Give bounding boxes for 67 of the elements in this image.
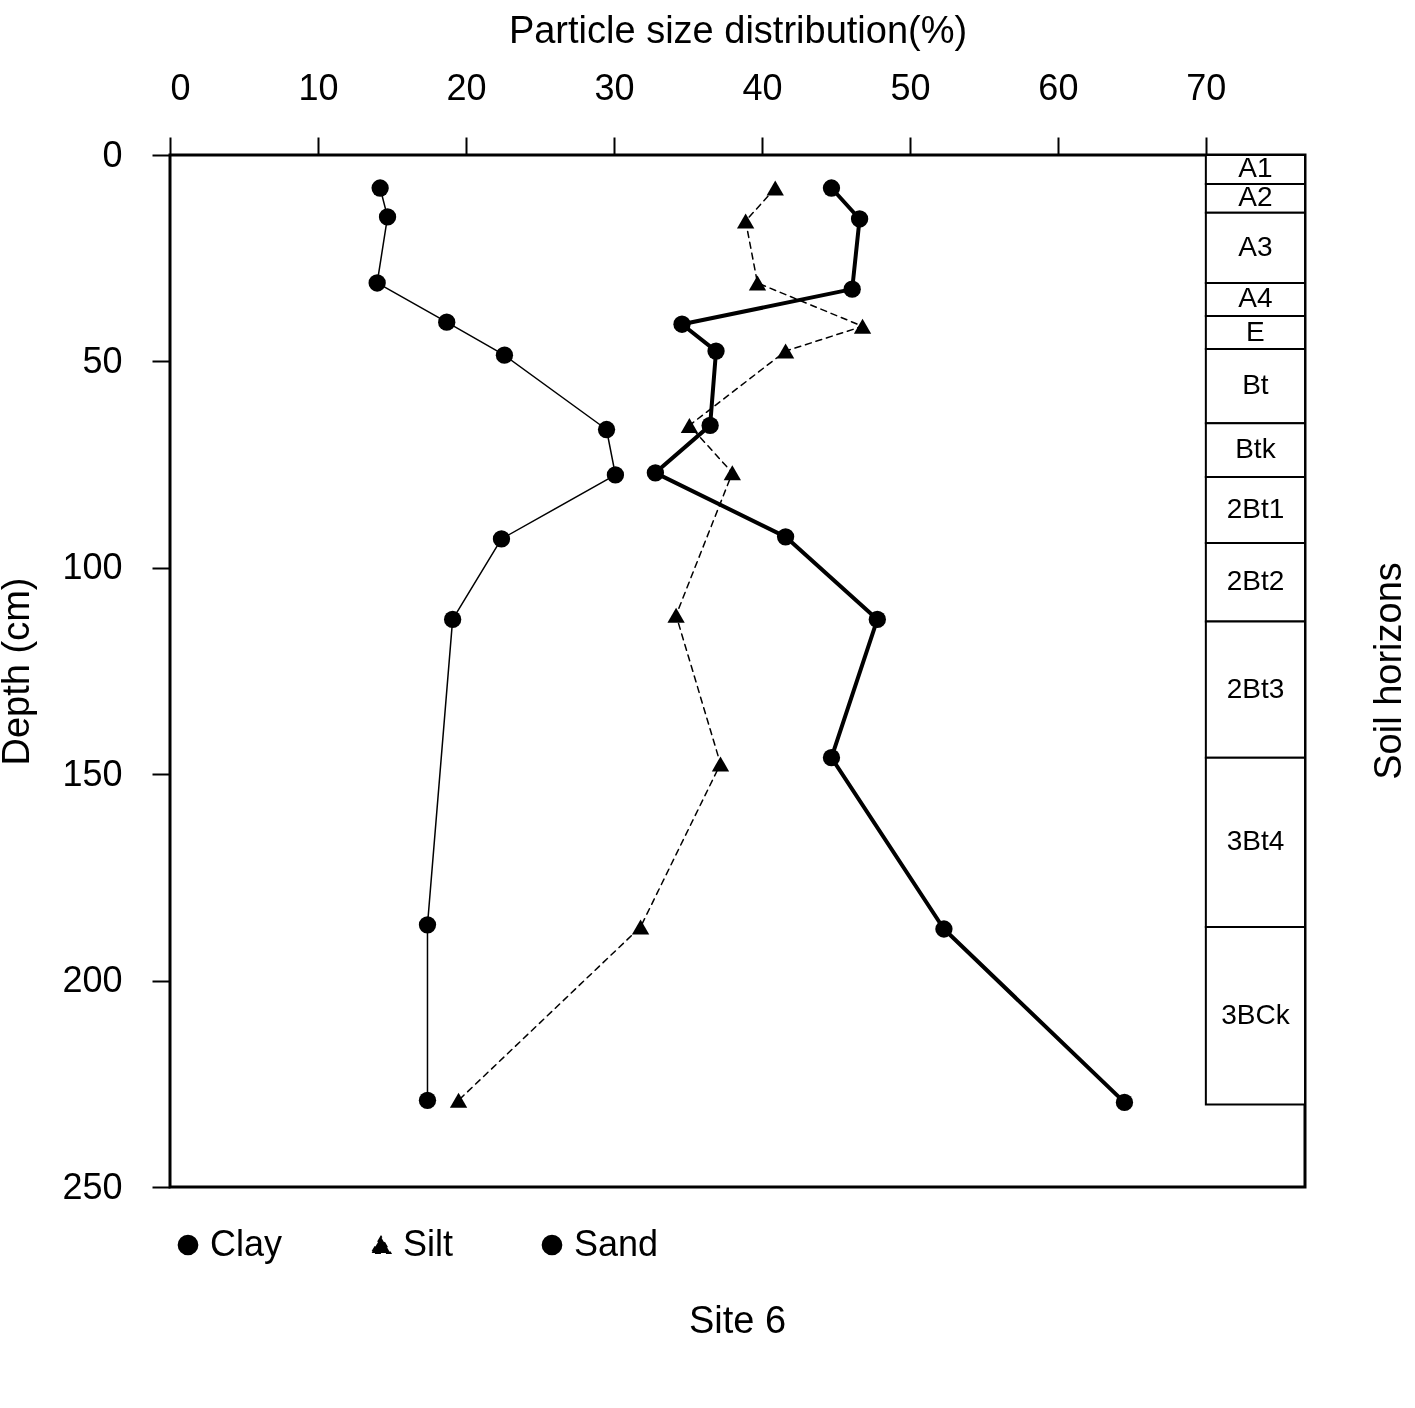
point [443,610,462,629]
y2-axis-title: Soil horizons [1367,562,1409,780]
y-tick-label: 100 [62,546,123,588]
legend-label: Silt [403,1223,454,1264]
point [711,756,730,772]
point [673,315,691,333]
band-label: E [1246,315,1265,347]
point [438,313,456,331]
y-tick-label: 250 [62,1165,123,1207]
point [701,416,719,435]
point [822,179,841,197]
x-tick-label: 50 [890,66,931,108]
x-tick-label: 40 [742,66,783,108]
point [853,318,872,334]
y-tick-label: 0 [102,133,123,175]
point [368,274,386,292]
y-tick-label: 200 [62,959,123,1001]
x-tick-label: 20 [446,66,487,108]
point [736,213,755,229]
point [748,275,767,291]
x-tick-label: 0 [170,66,191,108]
point [935,920,953,938]
point [776,528,795,546]
band-label: 2Bt3 [1226,672,1285,704]
point [418,1091,437,1109]
point [597,420,616,439]
point [776,343,795,359]
x-tick-label: 30 [594,66,635,108]
band-label: A3 [1238,230,1273,262]
point [495,346,514,364]
point [378,208,397,226]
y-tick-label: 150 [62,752,123,794]
x-axis-title: Particle size distribution(%) [508,8,968,51]
band-label: A4 [1238,282,1273,314]
point [449,1092,468,1108]
point [667,607,685,623]
point [707,342,725,360]
band-label: 3BCk [1221,998,1291,1030]
y-tick-label: 50 [82,339,123,381]
band-label: Btk [1235,433,1277,465]
point [631,919,650,935]
text: Site 6 [688,1299,787,1341]
band-label: A1 [1238,152,1273,184]
band-label: 2Bt2 [1226,565,1285,597]
point [606,466,625,484]
y-axis-title: Depth (cm) [0,577,38,766]
point [371,179,389,197]
point [492,530,511,548]
band-label: 2Bt1 [1226,493,1285,525]
point [766,180,784,196]
point [418,916,437,934]
band-label: 3Bt4 [1226,825,1285,857]
x-tick-label: 70 [1186,66,1227,108]
band-label: Bt [1242,369,1269,401]
point [822,749,841,767]
point [868,610,886,629]
point [843,280,861,298]
point [850,210,869,228]
point [723,465,741,481]
point [680,417,699,433]
band-label: A2 [1238,181,1273,213]
point [646,464,665,482]
legend-label: Clay [210,1223,283,1264]
point [1115,1093,1134,1112]
legend-label: Sand [574,1223,659,1264]
x-tick-label: 10 [298,66,339,108]
x-tick-label: 60 [1038,66,1079,108]
